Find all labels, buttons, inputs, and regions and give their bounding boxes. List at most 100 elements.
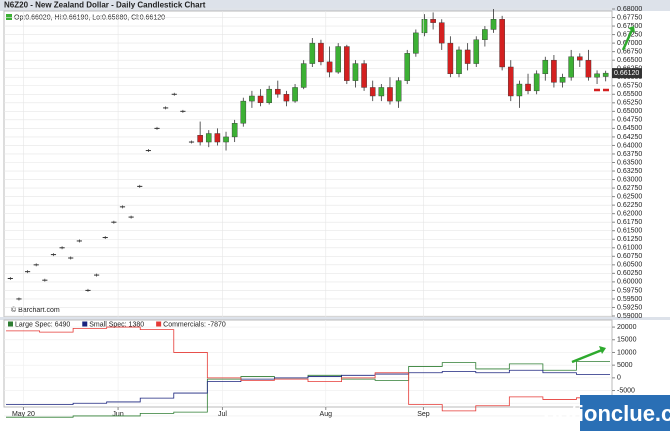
candle-body [300, 63, 307, 88]
y-tick-label: 5000 [617, 362, 633, 369]
y-tick-label: 0.60500 [617, 262, 642, 269]
candle-body [413, 32, 419, 54]
candle-body [482, 29, 488, 40]
y-tick-label: 0.65750 [617, 83, 642, 90]
y-tick-label: 0.60750 [617, 253, 642, 260]
legend-swatch [8, 321, 13, 327]
candle-body [275, 88, 281, 95]
candle-body [309, 42, 316, 64]
divider [0, 317, 670, 320]
candle-body [577, 56, 583, 61]
y-tick-label: 0.64000 [617, 142, 642, 149]
trend-arrow [621, 29, 634, 51]
y-tick-label: 0.62000 [617, 211, 642, 218]
y-tick-label: 0.67500 [617, 23, 642, 30]
candle-body [430, 19, 436, 23]
candle-body [257, 95, 264, 104]
y-tick-label: 0.63750 [617, 151, 642, 158]
y-tick-label: 0.67000 [617, 40, 642, 47]
cot-line [6, 369, 610, 405]
y-tick-label: 0.60000 [617, 279, 642, 286]
y-tick-label: 0 [617, 375, 621, 382]
x-tick-label: Jun [112, 411, 123, 418]
candle-body [551, 59, 557, 83]
y-tick-label: 0.65250 [617, 100, 642, 107]
x-tick-label: Sep [417, 411, 430, 418]
candle-body [542, 59, 549, 75]
candle-body [456, 49, 462, 75]
cot-frame [3, 319, 613, 408]
info-icon [6, 14, 12, 20]
candle-body [214, 133, 221, 143]
x-tick-label: Jul [218, 411, 227, 418]
candle-body [249, 95, 255, 102]
candle-body [404, 53, 411, 81]
y-tick-label: 0.61000 [617, 245, 642, 252]
legend-swatch [156, 321, 162, 327]
candle-body [223, 136, 229, 143]
candle-body [231, 123, 238, 138]
candle-body [326, 61, 333, 73]
candle-body [438, 22, 445, 44]
watermark-bg [580, 395, 670, 431]
y-tick-label: 15000 [617, 337, 637, 344]
candle-body [507, 66, 514, 97]
y-tick-label: 0.68000 [617, 6, 642, 13]
cot-arrow [571, 348, 603, 364]
candle-body [205, 133, 212, 143]
last-price-label: 0.66120 [614, 70, 639, 77]
y-tick-label: 0.61500 [617, 228, 642, 235]
candle-body [559, 77, 566, 83]
y-tick-label: 0.62250 [617, 202, 642, 209]
chart-title: N6Z20 - New Zealand Dollar - Daily Candl… [4, 1, 206, 10]
candle-body [361, 63, 367, 88]
candle-body [464, 49, 471, 64]
y-tick-label: 0.64250 [617, 134, 642, 141]
y-tick-label: 0.59750 [617, 287, 642, 294]
trend-arrow-head [628, 26, 635, 33]
candle-body [387, 87, 393, 102]
candle-body [197, 135, 203, 143]
header-bar [0, 0, 670, 11]
y-tick-label: 0.64500 [617, 125, 642, 132]
y-tick-label: 0.59250 [617, 304, 642, 311]
y-tick-label: 0.66500 [617, 57, 642, 64]
candle-body [525, 83, 531, 92]
last-price-box [612, 68, 642, 79]
y-tick-label: 0.61750 [617, 219, 642, 226]
candle-body [568, 56, 574, 78]
y-tick-label: 0.66750 [617, 48, 642, 55]
y-tick-label: 0.61250 [617, 236, 642, 243]
y-tick-label: 0.63500 [617, 159, 642, 166]
candle-body [395, 80, 402, 102]
candle-body [318, 42, 324, 63]
legend-label: Commercials: -7870 [163, 321, 226, 328]
candle-body [421, 19, 428, 34]
candle-body [292, 87, 298, 102]
candle-body [335, 46, 341, 73]
candle-body [447, 42, 454, 75]
candle-body [594, 73, 600, 78]
y-tick-label: 0.67750 [617, 14, 642, 21]
y-tick-label: 0.59500 [617, 296, 642, 303]
candle-body [499, 19, 505, 68]
candle-body [516, 83, 523, 97]
candle-body [266, 88, 272, 104]
candle-body [344, 46, 350, 81]
ohlc-info: Op:0.66020, Hi:0.66190, Lo:0.65880, Cl:0… [14, 14, 165, 21]
watermark: optionclue.com [544, 401, 670, 426]
y-tick-label: 0.63000 [617, 176, 642, 183]
cot-arrow-head [599, 346, 606, 354]
candle-body [473, 39, 480, 64]
candle-body [490, 19, 497, 30]
y-tick-label: 20000 [617, 324, 637, 331]
candle-body [352, 63, 359, 81]
candle-body [378, 87, 385, 97]
y-tick-label: 0.63250 [617, 168, 642, 175]
source-label: © Barchart.com [11, 306, 60, 314]
legend-swatch [82, 321, 88, 327]
candle-body [283, 94, 290, 102]
